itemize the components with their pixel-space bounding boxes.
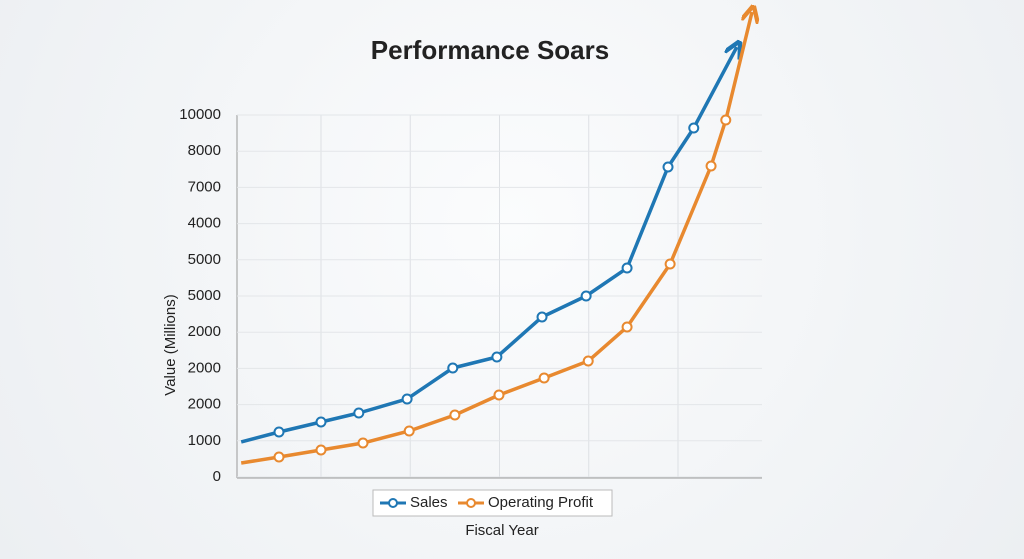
data-point <box>580 290 592 302</box>
data-point <box>662 161 674 173</box>
y-tick-label: 2000 <box>188 323 221 340</box>
data-point <box>664 258 676 270</box>
data-point <box>621 321 633 333</box>
series-line <box>240 47 737 444</box>
legend-label: Operating Profit <box>488 494 594 511</box>
y-tick-label: 4000 <box>188 215 221 232</box>
y-tick-label: 2000 <box>188 396 221 413</box>
y-axis-label: Value (Millions) <box>162 294 179 395</box>
x-axis-label: Fiscal Year <box>465 522 538 539</box>
y-tick-label: 5000 <box>188 251 221 268</box>
y-tick-label: 2000 <box>188 359 221 376</box>
y-tick-label: 5000 <box>188 287 221 304</box>
data-point <box>401 393 413 405</box>
series-line <box>240 12 752 465</box>
data-point <box>705 160 717 172</box>
data-point <box>315 444 327 456</box>
data-point <box>449 409 461 421</box>
data-point <box>491 351 503 363</box>
data-point <box>493 389 505 401</box>
data-point <box>621 262 633 274</box>
y-tick-label: 0 <box>213 468 221 485</box>
legend-label: Sales <box>410 494 448 511</box>
y-tick-label: 1000 <box>188 432 221 449</box>
legend-swatch <box>388 498 398 508</box>
data-point <box>357 437 369 449</box>
y-tick-label: 10000 <box>179 106 221 123</box>
data-point <box>720 114 732 126</box>
data-point <box>538 372 550 384</box>
data-point <box>582 355 594 367</box>
y-tick-label: 8000 <box>188 142 221 159</box>
data-point <box>688 122 700 134</box>
chart-title: Performance Soars <box>371 35 609 65</box>
legend <box>372 489 613 517</box>
data-point <box>273 451 285 463</box>
legend-swatch <box>466 498 476 508</box>
data-point <box>273 426 285 438</box>
data-point <box>315 416 327 428</box>
data-point <box>447 362 459 374</box>
y-tick-label: 7000 <box>188 178 221 195</box>
data-point <box>403 425 415 437</box>
data-point <box>353 407 365 419</box>
data-point <box>536 311 548 323</box>
